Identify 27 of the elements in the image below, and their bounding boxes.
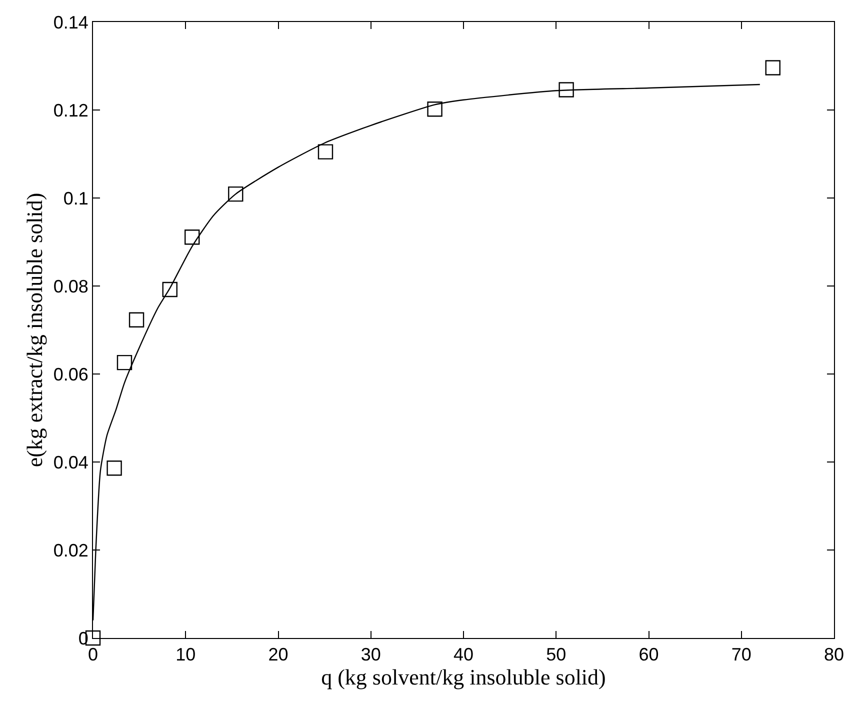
y-tick-label: 0.08 xyxy=(53,276,88,296)
point xyxy=(765,60,780,76)
x-tick-label: 30 xyxy=(360,644,381,665)
y-tick-label: 0.1 xyxy=(63,188,88,208)
x-tick-label: 80 xyxy=(824,644,844,665)
point xyxy=(128,312,144,328)
y-tick-label: 0.02 xyxy=(53,540,88,560)
x-tick-label: 60 xyxy=(638,644,659,665)
point xyxy=(427,102,442,117)
point xyxy=(558,82,574,98)
y-tick-label: 0.06 xyxy=(53,364,88,384)
y-tick-label: 0.14 xyxy=(53,12,88,32)
point xyxy=(116,354,132,370)
point xyxy=(162,282,178,298)
x-axis-title: q (kg solvent/kg insoluble solid) xyxy=(321,664,606,690)
y-axis-title: e(kg extract/kg insoluble solid) xyxy=(22,192,48,468)
y-tick-label: 0.12 xyxy=(53,100,88,120)
x-tick-label: 40 xyxy=(453,644,474,665)
x-tick-label: 50 xyxy=(546,644,566,665)
x-tick-label: 70 xyxy=(731,644,752,665)
x-tick-label: 10 xyxy=(176,644,196,665)
point xyxy=(184,230,200,245)
point xyxy=(318,144,334,160)
y-tick-label: 0.04 xyxy=(53,452,88,472)
x-tick-label: 20 xyxy=(268,644,288,665)
point xyxy=(106,460,122,476)
point xyxy=(228,186,244,202)
